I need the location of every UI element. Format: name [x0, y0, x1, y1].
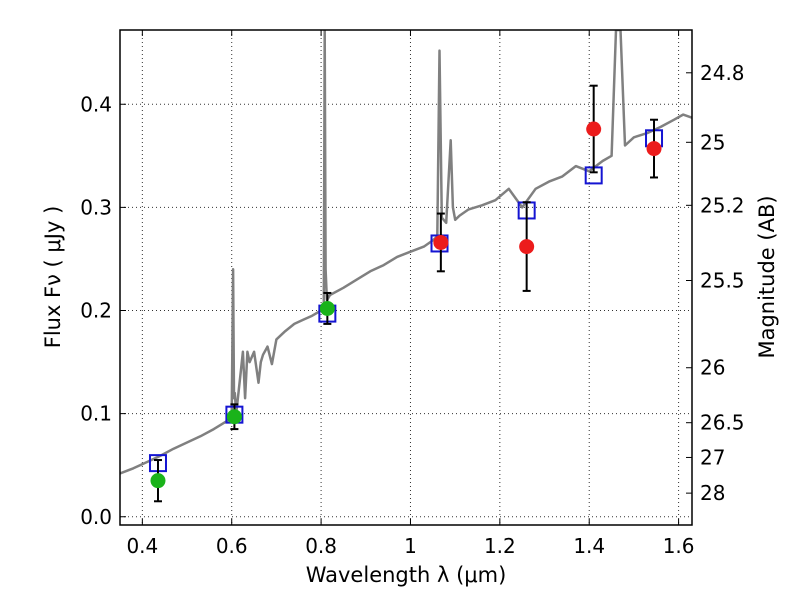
green-measurement-point [319, 300, 335, 316]
x-axis-title: Wavelength λ (μm) [306, 563, 507, 587]
y-tick-label: 0.1 [80, 402, 112, 426]
y-right-axis-title: Magnitude (AB) [755, 195, 779, 358]
green-measurement-point [226, 409, 242, 425]
red-measurement-point [586, 121, 602, 137]
y-tick-label: 0.0 [80, 505, 112, 529]
spectrum-line [120, 30, 692, 475]
axes: 0.4 0.6 0.8 1 1.2 1.4 1.6 0.0 0.1 0.2 0.3 0.4 24.8 25… [80, 30, 745, 558]
right-tick-label: 25.2 [700, 193, 745, 217]
x-tick-label: 0.8 [305, 534, 337, 558]
right-tick-label: 26.5 [700, 411, 745, 435]
x-tick-label: 0.6 [216, 534, 248, 558]
right-tick-label: 28 [700, 481, 725, 505]
right-tick-label: 27 [700, 445, 725, 469]
red-measurement-point [646, 141, 662, 157]
right-tick-label: 25 [700, 130, 725, 154]
right-tick-label: 25.5 [700, 268, 745, 292]
red-measurement-point [519, 239, 535, 255]
x-tick-label: 1.2 [484, 534, 516, 558]
plot-frame [119, 29, 693, 526]
plot-area [120, 30, 692, 475]
data-markers [148, 84, 664, 503]
x-tick-label: 1.4 [573, 534, 605, 558]
green-measurement-point [150, 473, 166, 489]
x-tick-label: 1 [404, 534, 417, 558]
x-tick-label: 1.6 [663, 534, 695, 558]
y-tick-label: 0.3 [80, 195, 112, 219]
right-tick-label: 24.8 [700, 61, 745, 85]
y-axis-title: Flux Fν ( μJy ) [41, 206, 65, 349]
red-measurement-point [433, 234, 449, 250]
x-tick-label: 0.4 [126, 534, 158, 558]
right-tick-label: 26 [700, 356, 725, 380]
grid [120, 30, 692, 525]
y-tick-label: 0.4 [80, 92, 112, 116]
y-tick-label: 0.2 [80, 299, 112, 323]
